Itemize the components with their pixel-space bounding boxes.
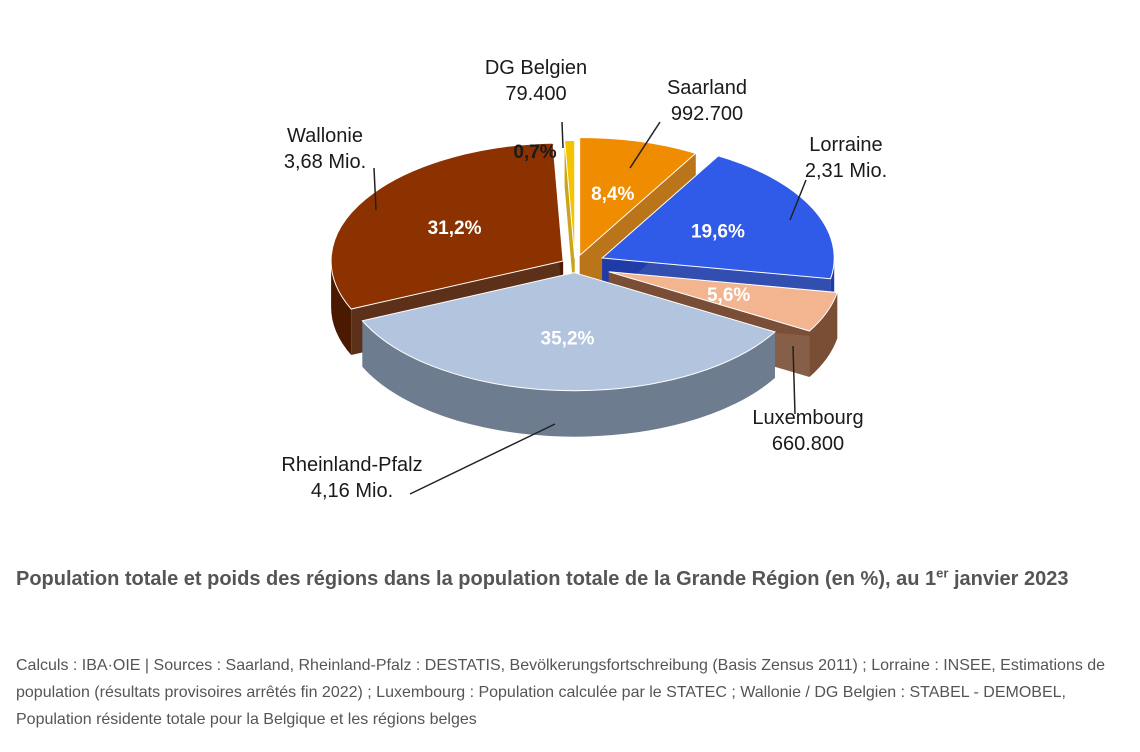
leader-line-dg xyxy=(561,121,564,149)
percent-label-wallonie: 31,2% xyxy=(428,218,482,239)
leader-line-rheinland xyxy=(409,423,556,495)
caption-superscript: er xyxy=(936,565,949,581)
callout-value-luxembourg: 660.800 xyxy=(772,433,844,455)
caption-main: Population totale et poids des régions d… xyxy=(16,568,937,590)
pie-side-rheinland xyxy=(362,320,775,437)
percent-label-saarland: 8,4% xyxy=(591,184,634,205)
leader-line-saarland xyxy=(629,121,661,169)
callout-value-lorraine: 2,31 Mio. xyxy=(805,160,887,182)
pie-slice-wallonie xyxy=(330,142,564,310)
callout-name-dg: DG Belgien xyxy=(485,57,587,79)
pie-side-wallonie xyxy=(331,260,352,356)
pie-slice-luxembourg xyxy=(608,271,838,332)
callout-name-wallonie: Wallonie xyxy=(287,125,363,147)
pie-slice-dg xyxy=(564,139,576,259)
pie-slice-rheinland xyxy=(361,272,776,392)
pie-slice-lorraine xyxy=(600,155,835,280)
callout-name-lorraine: Lorraine xyxy=(809,134,882,156)
callout-name-rheinland: Rheinland-Pfalz xyxy=(281,454,422,476)
leader-line-lorraine xyxy=(789,179,807,221)
callout-value-rheinland: 4,16 Mio. xyxy=(311,480,393,502)
percent-label-luxembourg: 5,6% xyxy=(707,285,750,306)
callout-value-saarland: 992.700 xyxy=(671,103,743,125)
leader-line-wallonie xyxy=(373,167,377,211)
callout-value-wallonie: 3,68 Mio. xyxy=(284,151,366,173)
callout-name-luxembourg: Luxembourg xyxy=(752,407,863,429)
callout-value-dg: 79.400 xyxy=(505,83,566,105)
percent-label-lorraine: 19,6% xyxy=(691,222,745,243)
callout-name-saarland: Saarland xyxy=(667,77,747,99)
leader-line-luxembourg xyxy=(792,345,796,415)
pie-chart: 8,4% 19,6% 5,6% 35,2% 31,2% 0,7% Saarland 992.7… xyxy=(281,57,887,502)
pie-cut-dg-0 xyxy=(564,140,575,305)
percent-label-dg: 0,7% xyxy=(513,142,556,163)
caption-end: janvier 2023 xyxy=(948,568,1069,590)
pie-chart-svg: 8,4% 19,6% 5,6% 35,2% 31,2% 0,7% Saarland 992.7… xyxy=(281,57,887,502)
chart-sources: Calculs : IBA·OIE | Sources : Saarland, … xyxy=(16,657,1106,728)
chart-caption: Population totale et poids des régions d… xyxy=(16,562,1126,596)
pie-slice-saarland xyxy=(579,136,697,257)
percent-label-rheinland: 35,2% xyxy=(541,328,595,349)
